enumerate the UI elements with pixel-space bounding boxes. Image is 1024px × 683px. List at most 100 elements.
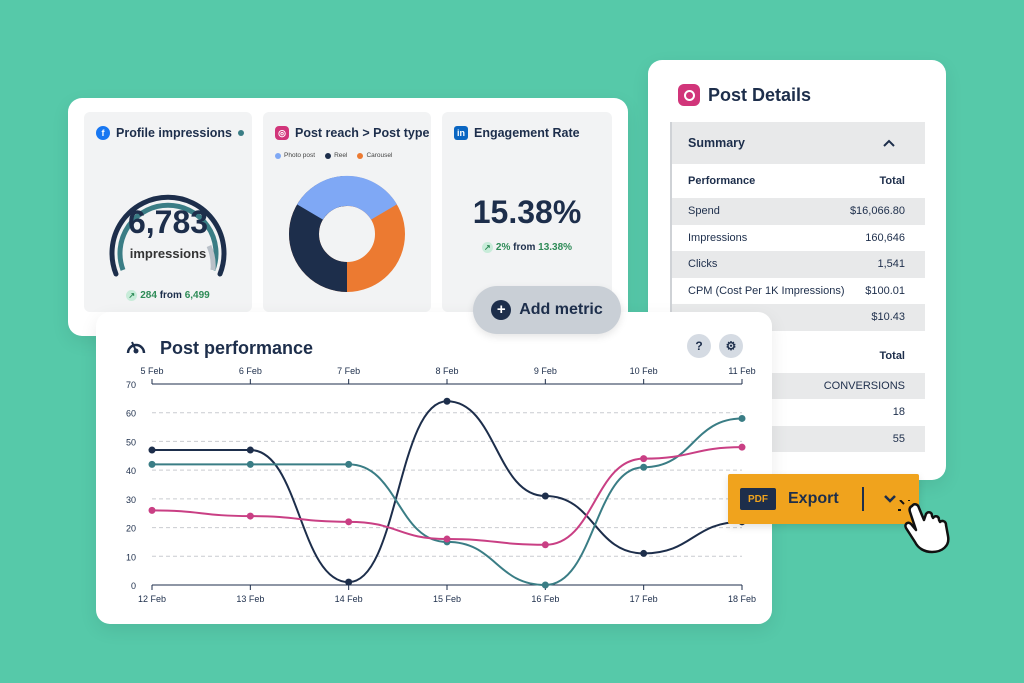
export-divider [862, 487, 864, 511]
y-tick-label: 70 [126, 380, 136, 390]
post-reach-card[interactable]: ◎ Post reach > Post type Photo post Reel… [263, 112, 431, 312]
post-reach-title-row: ◎ Post reach > Post type [275, 126, 429, 140]
table-row: CPM (Cost Per 1K Impressions) $100.01 [670, 277, 925, 304]
donut-legend: Photo post Reel Carousel [275, 152, 392, 159]
pdf-badge: PDF [740, 488, 776, 510]
data-point [443, 397, 451, 405]
gear-icon: ⚙ [725, 339, 737, 353]
y-tick-label: 20 [126, 524, 136, 534]
x-bottom-tick-label: 12 Feb [138, 594, 166, 604]
series-line [152, 417, 743, 587]
engagement-rate-card[interactable]: in Engagement Rate 15.38% ↗ 2% from 13.38… [442, 112, 612, 312]
data-point [345, 578, 353, 586]
y-tick-label: 10 [126, 552, 136, 562]
row-value: 1,541 [877, 258, 905, 271]
delta-from-label: from [159, 290, 182, 301]
legend-item: Carousel [357, 152, 392, 159]
delta-value: 284 [140, 290, 157, 301]
legend-label: Reel [334, 152, 348, 159]
post-performance-title: Post performance [160, 338, 314, 358]
engagement-value: 15.38% [472, 194, 582, 230]
x-top-tick-label: 8 Feb [435, 366, 458, 376]
data-point [148, 446, 156, 454]
gauge-outer-arc [109, 194, 227, 277]
settings-button[interactable]: ⚙ [719, 334, 743, 358]
hand-pointer-icon [897, 497, 958, 560]
engagement-delta: ↗ 2% from 13.38% [442, 242, 612, 253]
data-point [345, 518, 353, 526]
data-point [640, 463, 648, 471]
column-header: Performance [688, 175, 756, 187]
engagement-title-row: in Engagement Rate [454, 126, 580, 140]
add-metric-button[interactable]: + Add metric [473, 286, 621, 334]
x-bottom-tick-label: 16 Feb [531, 594, 559, 604]
chevron-down-icon[interactable] [883, 489, 897, 514]
delta-from-value: 13.38% [538, 242, 573, 253]
x-top-tick-label: 5 Feb [140, 366, 163, 376]
table-header: Performance Total [670, 164, 925, 198]
add-metric-label: Add metric [519, 301, 603, 318]
row-label: Spend [688, 205, 720, 218]
column-header: Total [879, 349, 905, 362]
status-dot-icon [238, 130, 245, 136]
instagram-icon [678, 84, 700, 106]
table-row: Impressions 160,646 [670, 224, 925, 251]
data-point [738, 443, 746, 451]
data-point [738, 414, 746, 422]
post-performance-chart: 0 10 20 30 40 50 60 70 5 Feb 12 Feb 6 Feb 13 Feb 7 F… [126, 366, 756, 604]
delta-from-value: 6,499 [184, 290, 210, 301]
x-top-tick-label: 7 Feb [337, 366, 360, 376]
x-bottom-tick-label: 18 Feb [728, 594, 756, 604]
column-header: Total [879, 175, 905, 187]
data-point [640, 455, 648, 463]
gauge-inner-arc [117, 202, 219, 271]
donut-photo-slice [297, 175, 397, 221]
facebook-icon: f [96, 126, 110, 140]
trend-up-icon: ↗ [481, 242, 493, 253]
export-button[interactable]: PDF Export [728, 474, 919, 524]
data-point [246, 446, 254, 454]
legend-swatch [325, 152, 332, 159]
post-performance-header: Post performance [126, 337, 313, 360]
post-performance-panel: Post performance ? ⚙ 0 10 20 30 40 50 60 70 5 Fe… [96, 312, 772, 624]
trend-up-icon: ↗ [126, 290, 138, 301]
help-icon: ? [695, 339, 703, 353]
delta-from-label: from [513, 242, 536, 253]
impressions-unit: impressions [129, 246, 207, 261]
gauge-remainder-arc [206, 244, 216, 271]
row-value: $100.01 [865, 284, 905, 297]
profile-impressions-card[interactable]: f Profile impressions 6,783 impressions … [84, 112, 252, 312]
post-type-donut [289, 175, 405, 292]
data-point [541, 581, 549, 589]
row-value: 160,646 [865, 231, 905, 244]
data-point [345, 460, 353, 468]
x-bottom-tick-label: 14 Feb [335, 594, 363, 604]
card-title: Profile impressions [116, 126, 233, 140]
table-row: Clicks 1,541 [670, 251, 925, 278]
instagram-icon: ◎ [275, 126, 289, 140]
legend-swatch [275, 152, 281, 159]
delta-value: 2% [495, 242, 511, 253]
y-tick-label: 30 [126, 495, 136, 505]
post-details-header: Post Details [678, 84, 811, 106]
data-point [541, 541, 549, 549]
x-top-tick-label: 6 Feb [239, 366, 262, 376]
summary-toggle[interactable]: Summary [670, 122, 925, 164]
y-tick-label: 40 [126, 466, 136, 476]
impressions-gauge [109, 194, 227, 277]
legend-item: Reel [325, 152, 347, 159]
data-point [443, 535, 451, 543]
series-line [152, 400, 743, 584]
row-label: Clicks [688, 258, 718, 271]
metrics-panel: f Profile impressions 6,783 impressions … [68, 98, 628, 336]
impressions-delta: ↗ 284 from 6,499 [84, 290, 252, 301]
row-value: $16,066.80 [849, 205, 905, 218]
help-button[interactable]: ? [687, 334, 711, 358]
x-bottom-tick-label: 15 Feb [433, 594, 461, 604]
row-label: Impressions [688, 231, 748, 244]
row-value: CONVERSIONS [823, 379, 905, 392]
legend-label: Photo post [284, 152, 316, 159]
card-title: Engagement Rate [474, 126, 580, 140]
row-label: CPM (Cost Per 1K Impressions) [688, 284, 845, 297]
export-label: Export [788, 490, 839, 507]
